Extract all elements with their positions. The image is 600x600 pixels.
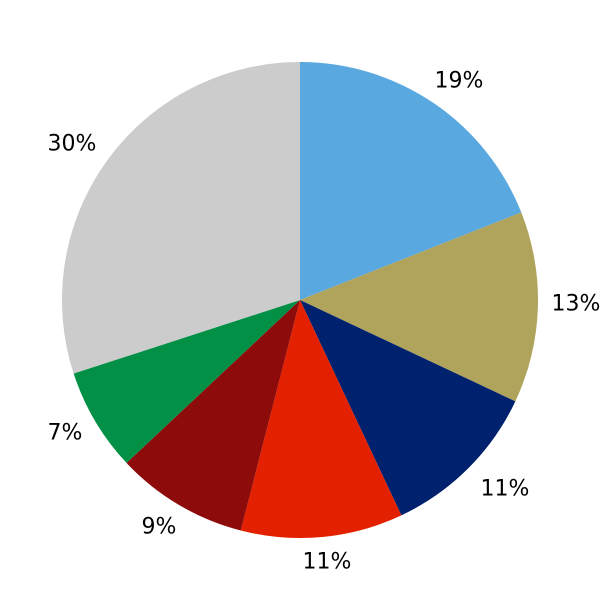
pie-slice-3 <box>240 300 402 538</box>
pie-slice-5 <box>73 300 301 463</box>
pie-slice-2 <box>300 300 516 516</box>
pie-slice-label-0: 19% <box>435 69 484 94</box>
pie-slice-label-2: 11% <box>481 477 530 502</box>
pie-slice-6 <box>62 62 300 374</box>
pie-slice-4 <box>126 300 300 531</box>
pie-slice-label-1: 13% <box>552 292 600 317</box>
pie-slice-label-3: 11% <box>303 550 352 575</box>
pie-slice-label-4: 9% <box>142 515 177 540</box>
pie-slice-1 <box>300 212 539 402</box>
pie-slice-0 <box>300 62 522 300</box>
pie-slice-label-6: 30% <box>48 132 97 157</box>
pie-slice-label-5: 7% <box>48 421 83 446</box>
